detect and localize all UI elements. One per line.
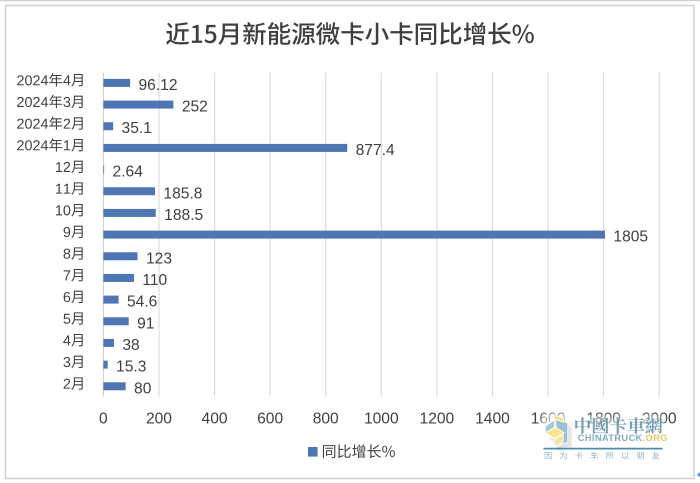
svg-text:800: 800 <box>313 411 339 428</box>
svg-text:15.3: 15.3 <box>116 359 146 376</box>
svg-text:1400: 1400 <box>475 411 510 428</box>
svg-text:1200: 1200 <box>420 411 455 428</box>
svg-text:252: 252 <box>182 99 208 116</box>
svg-text:600: 600 <box>257 411 283 428</box>
svg-text:1805: 1805 <box>613 229 648 246</box>
svg-text:110: 110 <box>142 272 167 289</box>
svg-text:1000: 1000 <box>364 411 399 428</box>
svg-text:200: 200 <box>146 411 172 428</box>
svg-text:0: 0 <box>99 411 108 428</box>
svg-text:54.6: 54.6 <box>127 294 157 311</box>
svg-text:188.5: 188.5 <box>164 207 203 224</box>
svg-text:35.1: 35.1 <box>122 120 152 137</box>
svg-text:91: 91 <box>137 315 154 332</box>
svg-text:38: 38 <box>122 337 139 354</box>
svg-text:400: 400 <box>202 411 228 428</box>
svg-text:877.4: 877.4 <box>356 142 395 159</box>
svg-text:80: 80 <box>134 380 152 397</box>
svg-text:185.8: 185.8 <box>163 185 202 202</box>
svg-text:2.64: 2.64 <box>113 164 144 181</box>
svg-text:CHINATRUCK.ORG: CHINATRUCK.ORG <box>578 433 668 443</box>
svg-text:123: 123 <box>146 250 172 267</box>
svg-text:96.12: 96.12 <box>139 77 178 94</box>
